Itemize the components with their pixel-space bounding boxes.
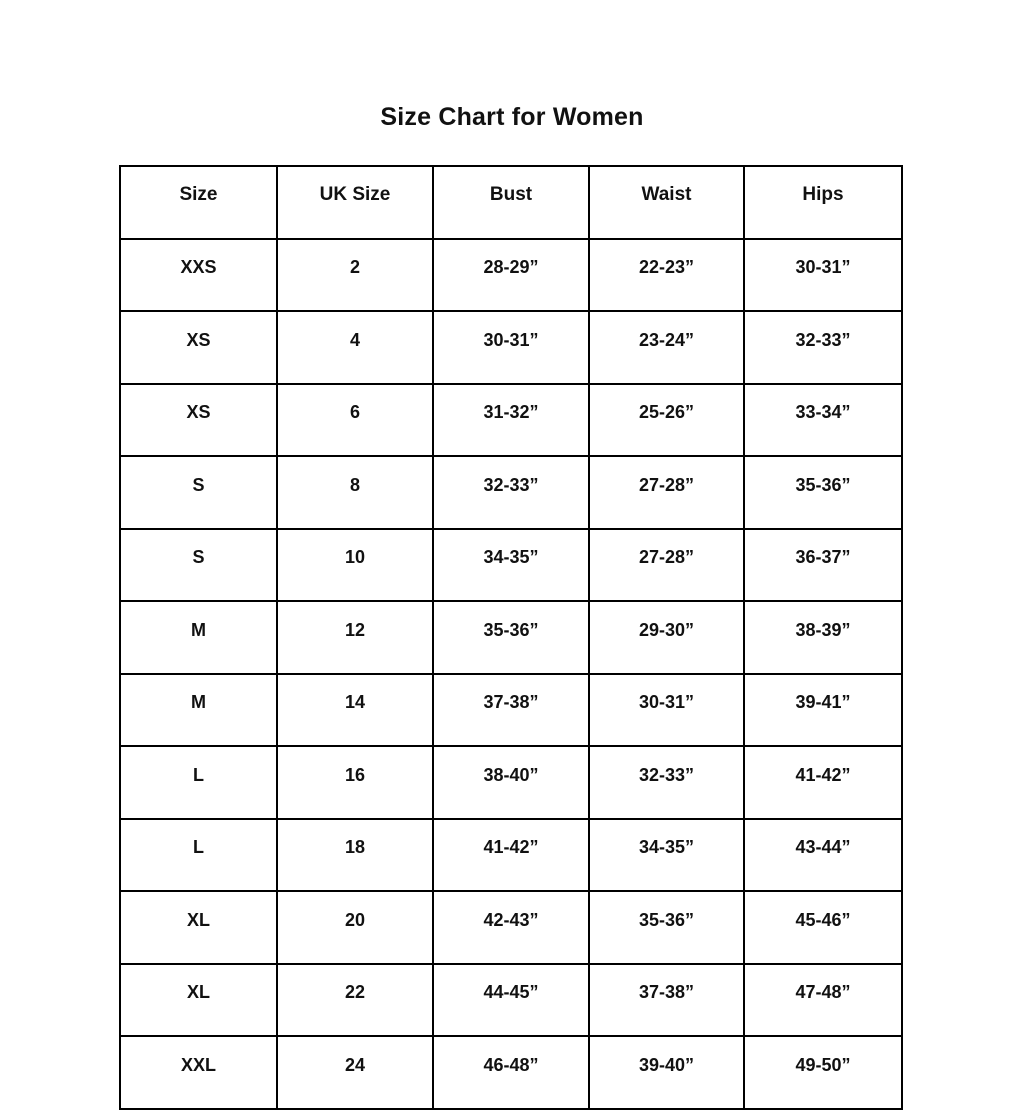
cell-hips: 41-42” [743,745,903,820]
cell-uk: 2 [276,237,434,312]
cell-hips: 36-37” [743,527,903,602]
cell-hips: 45-46” [743,890,903,965]
cell-waist: 35-36” [588,890,745,965]
cell-bust: 35-36” [432,600,590,675]
cell-uk: 10 [276,527,434,602]
column-header-size: Size [119,165,278,240]
cell-hips: 30-31” [743,237,903,312]
cell-bust: 42-43” [432,890,590,965]
column-header-hips: Hips [743,165,903,240]
table-header-row: Size UK Size Bust Waist Hips [119,165,903,240]
table-row: XL 20 42-43” 35-36” 45-46” [119,890,903,965]
cell-waist: 34-35” [588,817,745,892]
cell-uk: 20 [276,890,434,965]
cell-size: XL [119,890,278,965]
cell-hips: 33-34” [743,382,903,457]
table-row: S 10 34-35” 27-28” 36-37” [119,527,903,602]
cell-uk: 24 [276,1035,434,1110]
cell-uk: 18 [276,817,434,892]
cell-size: S [119,455,278,530]
cell-waist: 39-40” [588,1035,745,1110]
cell-bust: 28-29” [432,237,590,312]
cell-bust: 30-31” [432,310,590,385]
cell-size: S [119,527,278,602]
cell-bust: 46-48” [432,1035,590,1110]
cell-uk: 4 [276,310,434,385]
cell-bust: 38-40” [432,745,590,820]
cell-bust: 34-35” [432,527,590,602]
cell-waist: 22-23” [588,237,745,312]
cell-size: M [119,672,278,747]
cell-bust: 41-42” [432,817,590,892]
cell-waist: 27-28” [588,527,745,602]
page-title: Size Chart for Women [380,103,644,131]
size-chart-table: Size UK Size Bust Waist Hips XXS 2 28-29… [119,165,903,1110]
cell-waist: 29-30” [588,600,745,675]
table-row: XL 22 44-45” 37-38” 47-48” [119,962,903,1037]
cell-hips: 32-33” [743,310,903,385]
cell-hips: 39-41” [743,672,903,747]
cell-waist: 23-24” [588,310,745,385]
cell-uk: 6 [276,382,434,457]
cell-bust: 32-33” [432,455,590,530]
cell-size: XXL [119,1035,278,1110]
table-row: M 12 35-36” 29-30” 38-39” [119,600,903,675]
cell-size: XL [119,962,278,1037]
column-header-uk-size: UK Size [276,165,434,240]
table-row: L 16 38-40” 32-33” 41-42” [119,745,903,820]
cell-uk: 14 [276,672,434,747]
cell-size: L [119,745,278,820]
cell-bust: 37-38” [432,672,590,747]
cell-waist: 30-31” [588,672,745,747]
cell-waist: 25-26” [588,382,745,457]
cell-hips: 35-36” [743,455,903,530]
cell-uk: 22 [276,962,434,1037]
cell-bust: 31-32” [432,382,590,457]
cell-hips: 38-39” [743,600,903,675]
cell-hips: 47-48” [743,962,903,1037]
cell-hips: 43-44” [743,817,903,892]
cell-size: M [119,600,278,675]
cell-size: XS [119,382,278,457]
cell-bust: 44-45” [432,962,590,1037]
column-header-waist: Waist [588,165,745,240]
table-row: XS 4 30-31” 23-24” 32-33” [119,310,903,385]
cell-size: L [119,817,278,892]
cell-uk: 12 [276,600,434,675]
size-chart-page: Size Chart for Women Size UK Size Bust W… [119,103,903,1110]
table-header: Size UK Size Bust Waist Hips [119,165,903,240]
table-row: S 8 32-33” 27-28” 35-36” [119,455,903,530]
table-row: XXS 2 28-29” 22-23” 30-31” [119,237,903,312]
table-row: L 18 41-42” 34-35” 43-44” [119,817,903,892]
cell-waist: 32-33” [588,745,745,820]
table-row: XS 6 31-32” 25-26” 33-34” [119,382,903,457]
cell-uk: 16 [276,745,434,820]
cell-hips: 49-50” [743,1035,903,1110]
table-body: XXS 2 28-29” 22-23” 30-31” XS 4 30-31” 2… [119,237,903,1110]
cell-uk: 8 [276,455,434,530]
table-row: XXL 24 46-48” 39-40” 49-50” [119,1035,903,1110]
cell-waist: 27-28” [588,455,745,530]
cell-size: XS [119,310,278,385]
size-table-container: Size UK Size Bust Waist Hips XXS 2 28-29… [119,165,903,1110]
column-header-bust: Bust [432,165,590,240]
table-row: M 14 37-38” 30-31” 39-41” [119,672,903,747]
cell-size: XXS [119,237,278,312]
cell-waist: 37-38” [588,962,745,1037]
